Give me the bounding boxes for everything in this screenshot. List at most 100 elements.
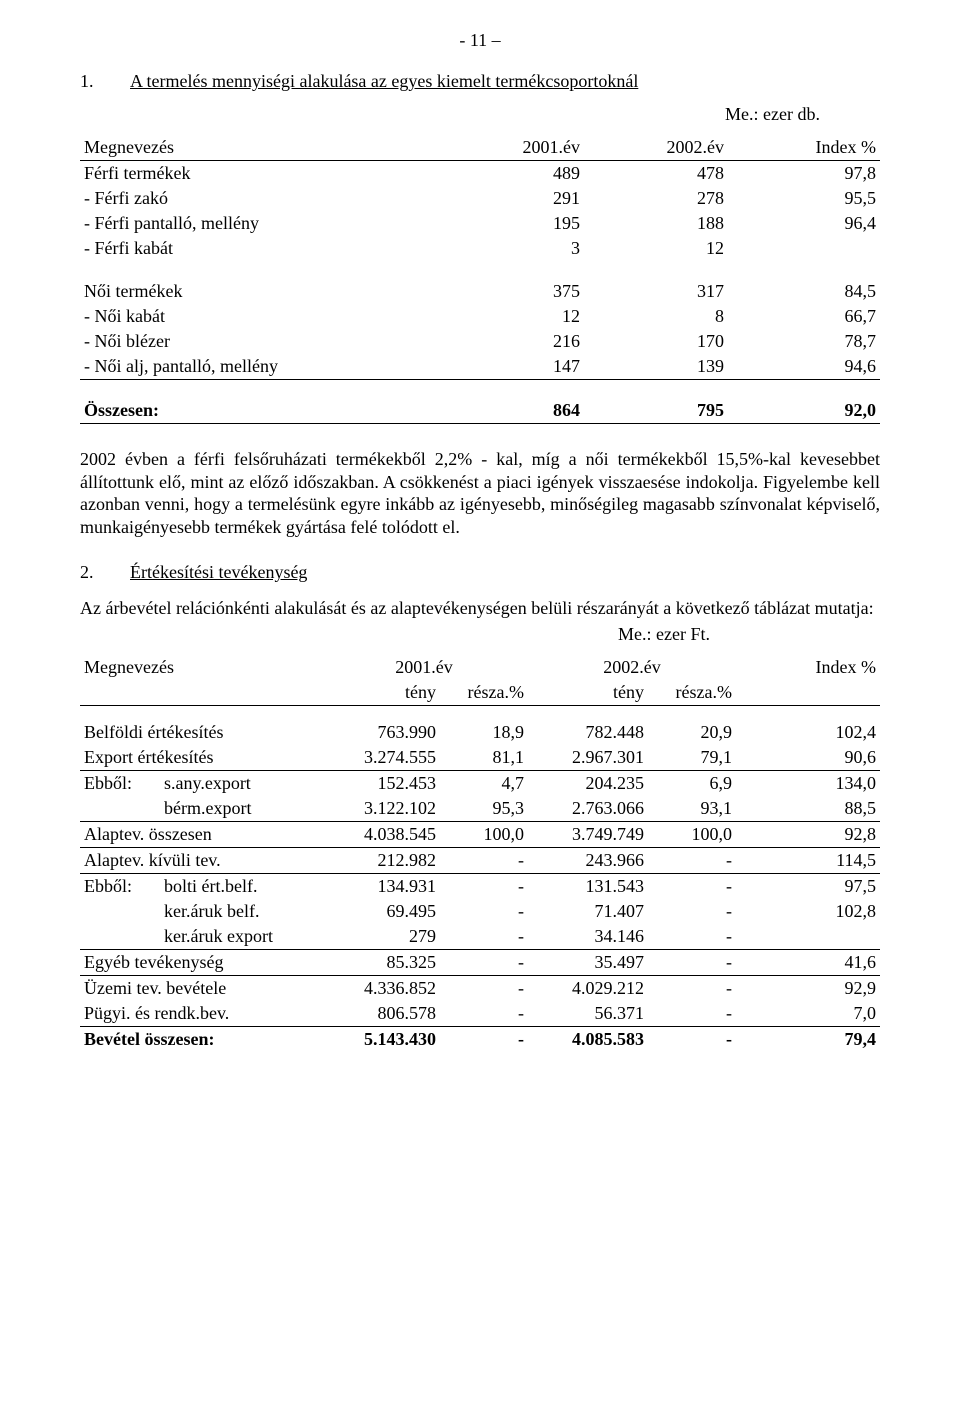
table-row: Egyéb tevékenység 85.325 - 35.497 - 41,6 xyxy=(80,949,880,975)
table-2-total: Bevétel összesen: 5.143.430 - 4.085.583 … xyxy=(80,1026,880,1052)
cell: - xyxy=(440,1026,528,1052)
cell: - Férfi kabát xyxy=(80,236,440,261)
cell xyxy=(728,236,880,261)
cell: 3.122.102 xyxy=(320,796,440,822)
col-teny: tény xyxy=(320,680,440,706)
cell: 478 xyxy=(584,161,728,187)
cell: 94,6 xyxy=(728,354,880,380)
cell: 18,9 xyxy=(440,720,528,745)
table-2-header-2: tény résza.% tény résza.% xyxy=(80,680,880,706)
page-number: - 11 – xyxy=(80,30,880,51)
table-2: Megnevezés 2001.év 2002.év Index % tény … xyxy=(80,655,880,1052)
table-row: - Férfi zakó 291 278 95,5 xyxy=(80,186,880,211)
cell: 489 xyxy=(440,161,584,187)
col-2002: 2002.év xyxy=(584,135,728,161)
cell: 93,1 xyxy=(648,796,736,822)
cell: 4,7 xyxy=(440,770,528,796)
cell: 85.325 xyxy=(320,949,440,975)
table-row: - Női alj, pantalló, mellény 147 139 94,… xyxy=(80,354,880,380)
table-row: Pügyi. és rendk.bev. 806.578 - 56.371 - … xyxy=(80,1001,880,1027)
cell: - xyxy=(648,847,736,873)
cell: 69.495 xyxy=(320,899,440,924)
cell: 806.578 xyxy=(320,1001,440,1027)
cell: - xyxy=(648,1026,736,1052)
cell: 79,1 xyxy=(648,745,736,771)
paragraph-1: 2002 évben a férfi felsőruházati terméke… xyxy=(80,448,880,538)
cell: 92,9 xyxy=(736,975,880,1001)
cell: 139 xyxy=(584,354,728,380)
cell: 84,5 xyxy=(728,279,880,304)
cell: 90,6 xyxy=(736,745,880,771)
cell: - xyxy=(440,949,528,975)
table-row: bérm.export 3.122.102 95,3 2.763.066 93,… xyxy=(80,796,880,822)
table-1-header: Megnevezés 2001.év 2002.év Index % xyxy=(80,135,880,161)
cell: 3 xyxy=(440,236,584,261)
cell: 279 xyxy=(320,924,440,950)
section-2-number: 2. xyxy=(80,562,130,583)
cell: 375 xyxy=(440,279,584,304)
col-2002: 2002.év xyxy=(528,655,736,680)
cell: - xyxy=(648,899,736,924)
cell: - Női blézer xyxy=(80,329,440,354)
cell: 188 xyxy=(584,211,728,236)
table-row: Export értékesítés 3.274.555 81,1 2.967.… xyxy=(80,745,880,771)
spacer xyxy=(80,261,880,279)
table-row: Ebből: bolti ért.belf. 134.931 - 131.543… xyxy=(80,873,880,899)
cell: Pügyi. és rendk.bev. xyxy=(80,1001,320,1027)
cell: - xyxy=(648,873,736,899)
cell: Ebből: xyxy=(80,770,160,796)
col-teny: tény xyxy=(528,680,648,706)
cell: - xyxy=(440,873,528,899)
table-row: - Női blézer 216 170 78,7 xyxy=(80,329,880,354)
cell xyxy=(736,924,880,950)
cell: - xyxy=(440,924,528,950)
cell: - xyxy=(440,975,528,1001)
table-row: ker.áruk export 279 - 34.146 - xyxy=(80,924,880,950)
cell: 114,5 xyxy=(736,847,880,873)
cell: 134,0 xyxy=(736,770,880,796)
col-2001: 2001.év xyxy=(440,135,584,161)
cell: 12 xyxy=(584,236,728,261)
cell: 4.038.545 xyxy=(320,821,440,847)
cell: - Női alj, pantalló, mellény xyxy=(80,354,440,380)
cell: 100,0 xyxy=(440,821,528,847)
cell: Alaptev. összesen xyxy=(80,821,320,847)
cell: 95,5 xyxy=(728,186,880,211)
cell: s.any.export xyxy=(160,770,320,796)
cell: 5.143.430 xyxy=(320,1026,440,1052)
cell: 56.371 xyxy=(528,1001,648,1027)
cell: 4.029.212 xyxy=(528,975,648,1001)
cell: 212.982 xyxy=(320,847,440,873)
cell: Férfi termékek xyxy=(80,161,440,187)
cell: 2.967.301 xyxy=(528,745,648,771)
cell: 97,5 xyxy=(736,873,880,899)
cell: Belföldi értékesítés xyxy=(80,720,320,745)
cell: 864 xyxy=(440,398,584,424)
section-2-heading: 2. Értékesítési tevékenység xyxy=(80,562,880,583)
cell: - xyxy=(440,1001,528,1027)
col-index: Index % xyxy=(736,655,880,680)
table-2-header-1: Megnevezés 2001.év 2002.év Index % xyxy=(80,655,880,680)
cell: 7,0 xyxy=(736,1001,880,1027)
cell: 2.763.066 xyxy=(528,796,648,822)
col-megnevezes: Megnevezés xyxy=(80,135,440,161)
cell: 96,4 xyxy=(728,211,880,236)
cell: 81,1 xyxy=(440,745,528,771)
cell: - xyxy=(648,949,736,975)
table-row: Alaptev. kívüli tev. 212.982 - 243.966 -… xyxy=(80,847,880,873)
cell: 92,8 xyxy=(736,821,880,847)
cell: bolti ért.belf. xyxy=(160,873,320,899)
cell: Export értékesítés xyxy=(80,745,320,771)
cell: 216 xyxy=(440,329,584,354)
col-index: Index % xyxy=(728,135,880,161)
cell xyxy=(80,924,160,950)
col-resza: résza.% xyxy=(648,680,736,706)
cell: 71.407 xyxy=(528,899,648,924)
cell: bérm.export xyxy=(160,796,320,822)
cell: - Férfi pantalló, mellény xyxy=(80,211,440,236)
cell: 20,9 xyxy=(648,720,736,745)
cell: 204.235 xyxy=(528,770,648,796)
cell: 147 xyxy=(440,354,584,380)
cell: Egyéb tevékenység xyxy=(80,949,320,975)
section-1-title: A termelés mennyiségi alakulása az egyes… xyxy=(130,71,638,92)
